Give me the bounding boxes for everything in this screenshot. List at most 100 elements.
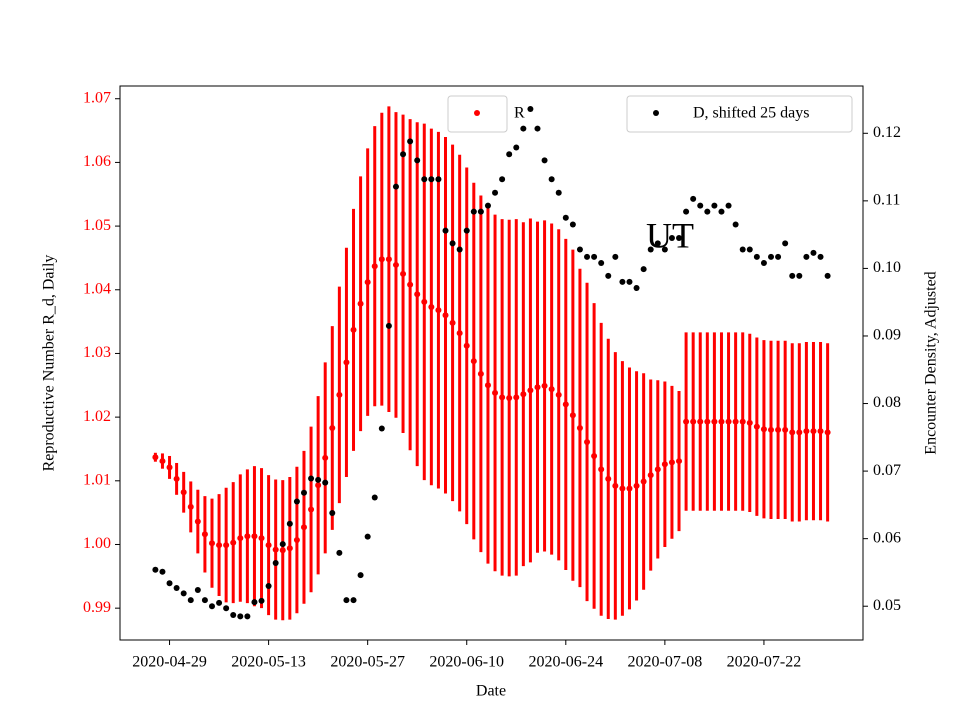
data-point — [244, 533, 251, 540]
data-point — [683, 418, 690, 425]
y-tick-label: 1.02 — [83, 408, 111, 425]
data-point — [796, 272, 803, 279]
data-point — [315, 482, 322, 489]
data-point — [442, 312, 449, 319]
data-point — [449, 240, 456, 247]
data-point — [442, 227, 449, 234]
data-point — [626, 485, 633, 492]
data-point — [343, 359, 350, 366]
data-point — [166, 580, 173, 587]
data-point — [484, 382, 491, 389]
data-point — [477, 370, 484, 377]
data-point — [322, 479, 329, 486]
data-point — [208, 540, 215, 547]
data-point — [796, 429, 803, 436]
data-point — [732, 418, 739, 425]
data-point — [817, 253, 824, 260]
data-point — [159, 458, 166, 465]
data-point — [414, 157, 421, 164]
data-point — [661, 246, 668, 253]
data-point — [265, 582, 272, 589]
data-point — [782, 426, 789, 433]
x-axis-label: Date — [476, 683, 506, 700]
data-point — [230, 612, 237, 619]
data-point — [824, 429, 831, 436]
data-point — [435, 176, 442, 183]
data-point — [173, 475, 180, 482]
data-point — [293, 498, 300, 505]
y2-tick-label: 0.09 — [873, 327, 901, 344]
data-point — [725, 202, 732, 209]
data-point — [208, 603, 215, 610]
data-point — [633, 482, 640, 489]
data-point — [513, 144, 520, 151]
data-point — [407, 281, 414, 288]
data-point — [584, 253, 591, 260]
data-point — [329, 424, 336, 431]
data-point — [492, 389, 499, 396]
data-point — [548, 386, 555, 393]
data-point — [746, 246, 753, 253]
data-point — [569, 221, 576, 228]
data-point — [152, 454, 159, 461]
x-tick-label: 2020-05-27 — [330, 654, 405, 671]
data-point — [506, 395, 513, 402]
data-point — [258, 597, 265, 604]
data-point — [739, 246, 746, 253]
plot-frame — [119, 85, 864, 641]
y-tick-label: 1.06 — [83, 153, 111, 170]
y2-axis-label: Encounter Density, Adjusted — [923, 271, 940, 454]
data-point — [152, 566, 159, 573]
data-point — [329, 509, 336, 516]
data-point — [463, 342, 470, 349]
data-point — [506, 151, 513, 158]
x-tick-label: 2020-04-29 — [132, 654, 207, 671]
data-point — [407, 138, 414, 145]
data-point — [676, 458, 683, 465]
data-point — [683, 208, 690, 215]
data-point — [300, 524, 307, 531]
legend-box — [626, 95, 853, 133]
y2-tick-label: 0.12 — [873, 124, 901, 141]
data-point — [810, 428, 817, 435]
data-point — [697, 202, 704, 209]
data-point — [775, 253, 782, 260]
data-point — [187, 503, 194, 510]
data-point — [803, 428, 810, 435]
data-point — [421, 176, 428, 183]
data-point — [392, 261, 399, 268]
data-point — [775, 426, 782, 433]
data-point — [527, 105, 534, 112]
data-point — [555, 189, 562, 196]
data-point — [279, 547, 286, 554]
data-point — [173, 584, 180, 591]
data-point — [789, 272, 796, 279]
data-point — [470, 358, 477, 365]
data-point — [562, 401, 569, 408]
data-point — [251, 599, 258, 606]
y-tick-label: 1.05 — [83, 217, 111, 234]
y-tick-label: 1.04 — [83, 280, 111, 297]
data-point — [364, 279, 371, 286]
data-point — [704, 418, 711, 425]
data-point — [180, 590, 187, 597]
data-point — [350, 597, 357, 604]
data-point — [633, 285, 640, 292]
x-tick-label: 2020-07-08 — [628, 654, 703, 671]
data-point — [251, 533, 258, 540]
data-point — [286, 545, 293, 552]
y2-tick-label: 0.11 — [873, 192, 900, 209]
data-point — [654, 466, 661, 473]
data-point — [230, 539, 237, 546]
data-point — [216, 542, 223, 549]
data-point — [513, 394, 520, 401]
annotation: UT — [646, 215, 694, 255]
data-point — [244, 613, 251, 620]
data-point — [378, 425, 385, 432]
data-point — [223, 605, 230, 612]
data-point — [768, 253, 775, 260]
data-point — [668, 235, 675, 242]
data-point — [668, 459, 675, 466]
data-point — [371, 494, 378, 501]
data-point — [187, 597, 194, 604]
